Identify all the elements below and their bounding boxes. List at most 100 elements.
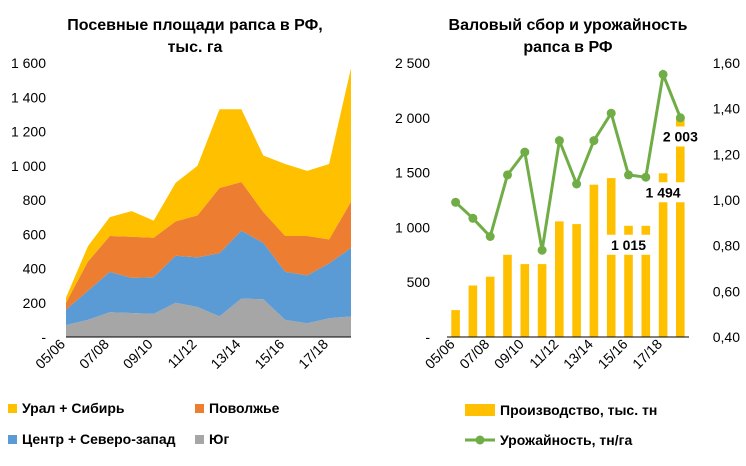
- bar-line-x-tick-label: 17/18: [629, 336, 665, 372]
- production-bar: [555, 221, 564, 337]
- right-y-tick-label: 0,80: [713, 238, 740, 254]
- area-series-1: [66, 230, 351, 325]
- area-chart-y-axis: 1 600 1 400 1 200 1 000 800 600 400 200 -: [11, 55, 46, 345]
- production-bar: [589, 184, 599, 337]
- legend-label-center-northwest: Центр + Северо-запад: [22, 431, 176, 447]
- area-y-tick-label: 1 000: [11, 158, 46, 174]
- yield-point: [554, 136, 564, 146]
- production-bar: [537, 264, 547, 337]
- legend-label-ural-siberia: Урал + Сибирь: [22, 400, 125, 416]
- area-y-tick-label: 600: [23, 226, 47, 242]
- legend-label-yield: Урожайность, тн/га: [500, 432, 632, 448]
- area-chart-series-group: [66, 68, 351, 337]
- production-data-label: 1 015: [611, 237, 646, 253]
- bar-series-production: [451, 117, 685, 337]
- area-chart-legend: Урал + Сибирь Поволжье Центр + Северо-за…: [8, 400, 280, 447]
- legend-swatch-production: [465, 404, 495, 416]
- area-series-0: [66, 298, 351, 337]
- area-y-tick-label: 200: [23, 295, 47, 311]
- area-x-tick-label: 09/10: [120, 336, 156, 372]
- yield-point: [641, 172, 651, 182]
- left-y-tick-label: 500: [407, 274, 431, 290]
- right-y-tick-label: 1,40: [713, 101, 740, 117]
- legend-label-volga: Поволжье: [209, 400, 280, 416]
- area-x-tick-label: 17/18: [295, 336, 331, 372]
- bar-line-x-tick-label: 07/08: [456, 336, 492, 372]
- area-x-tick-label: 13/14: [207, 336, 243, 372]
- area-y-tick-label: 800: [23, 192, 47, 208]
- production-bar: [641, 225, 651, 337]
- legend-swatch-center-northwest: [8, 435, 17, 444]
- right-y-tick-label: 1,60: [713, 55, 740, 71]
- yield-point: [468, 213, 478, 223]
- right-y-tick-label: 0,40: [713, 329, 740, 345]
- yield-point: [485, 232, 495, 241]
- yield-point: [589, 136, 599, 146]
- bar-line-x-tick-label: 13/14: [560, 336, 596, 372]
- production-data-label: 1 494: [646, 184, 681, 200]
- yield-point: [520, 147, 530, 157]
- bar-data-labels: 1 015 1 494 2 003: [605, 126, 704, 255]
- area-chart-title-line1: Посевные площади рапса в РФ,: [67, 17, 322, 34]
- area-x-tick-label: 11/12: [164, 336, 200, 372]
- production-bar: [451, 310, 460, 337]
- left-y-tick-label: 2 000: [395, 110, 430, 126]
- yield-point: [451, 197, 461, 207]
- yield-point: [624, 170, 633, 180]
- data-label-background: [640, 182, 687, 203]
- area-y-tick-label: -: [41, 329, 46, 345]
- production-bar: [520, 264, 530, 337]
- yield-point: [606, 108, 616, 118]
- area-x-tick-label: 15/16: [251, 336, 287, 372]
- bar-line-chart-title-line1: Валовый сбор и урожайность: [449, 17, 688, 34]
- area-y-tick-label: 1 600: [11, 55, 46, 71]
- production-bar: [485, 276, 495, 337]
- production-bar: [676, 117, 685, 337]
- production-bar: [572, 224, 581, 337]
- right-y-tick-label: 1,00: [713, 192, 740, 208]
- production-bar: [624, 225, 633, 337]
- line-series-yield: [451, 68, 685, 255]
- yield-point: [503, 170, 512, 180]
- production-data-label: 2 003: [663, 128, 698, 144]
- area-chart-x-axis: 05/06 07/08 09/10 11/12 13/14 15/16 17/18: [32, 336, 331, 372]
- area-y-tick-label: 1 200: [11, 124, 46, 140]
- bar-line-chart-harvest-yield: Валовый сбор и урожайность рапса в РФ 1 …: [395, 17, 740, 448]
- bar-line-x-tick-label: 11/12: [526, 336, 562, 372]
- bar-line-chart-y-axis-left: 2 500 2 000 1 500 1 000 500 -: [395, 55, 430, 345]
- production-bar: [606, 178, 616, 337]
- yield-point: [537, 245, 547, 255]
- legend-label-production: Производство, тыс. тн: [500, 402, 657, 418]
- area-x-tick-label: 05/06: [32, 336, 68, 372]
- production-bar: [503, 254, 512, 337]
- legend-marker-yield-icon: [475, 435, 485, 445]
- yield-point: [675, 113, 685, 123]
- bar-line-x-tick-label: 09/10: [491, 336, 527, 372]
- left-y-tick-label: 2 500: [395, 55, 430, 71]
- legend-swatch-south: [195, 435, 204, 444]
- area-series-2: [66, 182, 351, 310]
- bar-line-x-tick-label: 15/16: [595, 336, 631, 372]
- yield-point: [572, 179, 582, 189]
- data-label-background: [657, 126, 704, 147]
- left-y-tick-label: 1 000: [395, 219, 430, 235]
- yield-point: [658, 69, 668, 79]
- right-y-tick-label: 0,60: [713, 283, 740, 299]
- left-y-tick-label: 1 500: [395, 165, 430, 181]
- bar-line-chart-y-axis-right: 1,60 1,40 1,20 1,00 0,80 0,60 0,40: [713, 55, 740, 345]
- area-chart-title-line2: тыс. га: [168, 39, 223, 56]
- bar-line-chart-title-line2: рапса в РФ: [523, 39, 613, 56]
- left-y-tick-label: -: [425, 329, 430, 345]
- data-label-background: [605, 234, 652, 255]
- area-x-tick-label: 07/08: [76, 336, 112, 372]
- area-series-3: [66, 68, 351, 303]
- yield-line: [454, 68, 682, 251]
- area-y-tick-label: 400: [23, 261, 47, 277]
- legend-swatch-volga: [195, 404, 204, 413]
- legend-swatch-ural-siberia: [8, 404, 17, 413]
- production-bar: [658, 173, 668, 337]
- right-y-tick-label: 1,20: [713, 146, 740, 162]
- area-y-tick-label: 1 400: [11, 89, 46, 105]
